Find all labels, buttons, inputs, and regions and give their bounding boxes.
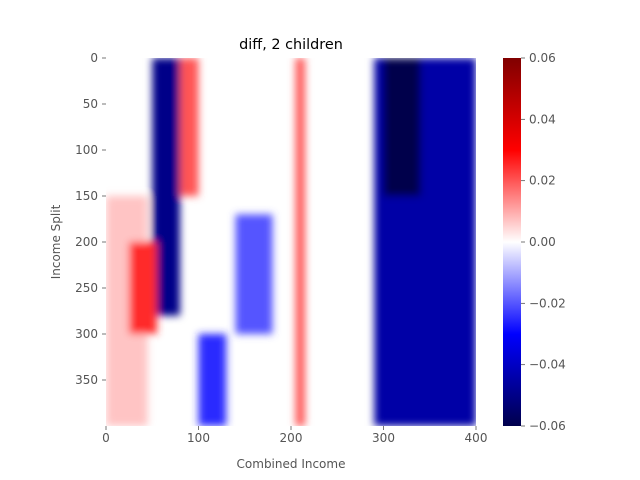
- heatmap: [106, 58, 476, 426]
- colorbar-tick-label: 0.00: [529, 235, 556, 249]
- colorbar-tick-label: 0.06: [529, 51, 556, 65]
- x-axis-label: Combined Income: [237, 457, 346, 471]
- y-tick-label: 250: [75, 281, 98, 295]
- y-tick-label: 300: [75, 327, 98, 341]
- colorbar-ticks: −0.06 −0.04 −0.02 0.00 0.02 0.04 0.06: [521, 51, 566, 433]
- heatmap-cell-6: [295, 58, 305, 426]
- colorbar-tick-label: −0.06: [529, 419, 566, 433]
- colorbar-tick-label: −0.04: [529, 358, 566, 372]
- y-tick-label: 350: [75, 373, 98, 387]
- x-tick-label: 200: [280, 431, 303, 445]
- heatmap-cell-4: [129, 242, 157, 334]
- x-tick-label: 400: [465, 431, 488, 445]
- chart-title: diff, 2 children: [239, 37, 343, 53]
- y-axis: 0 50 100 150 200 250 300 350: [75, 51, 106, 387]
- heatmap-cell-5: [180, 58, 199, 196]
- y-tick-label: 50: [83, 97, 98, 111]
- colorbar-tick-label: 0.02: [529, 174, 556, 188]
- colorbar-tick-label: −0.02: [529, 296, 566, 310]
- x-axis: 0 100 200 300 400: [102, 426, 487, 445]
- y-tick-label: 0: [90, 51, 98, 65]
- heatmap-cell-7: [235, 214, 273, 334]
- colorbar-gradient: [503, 58, 521, 426]
- heatmap-cell-8: [198, 334, 227, 426]
- y-tick-label: 200: [75, 235, 98, 249]
- plot-area: [106, 58, 476, 426]
- x-tick-label: 100: [187, 431, 210, 445]
- y-tick-label: 100: [75, 143, 98, 157]
- x-tick-label: 300: [372, 431, 395, 445]
- y-axis-label: Income Split: [49, 204, 63, 279]
- colorbar-tick-label: 0.04: [529, 112, 556, 126]
- y-tick-label: 150: [75, 189, 98, 203]
- x-tick-label: 0: [102, 431, 110, 445]
- colorbar: −0.06 −0.04 −0.02 0.00 0.02 0.04 0.06: [503, 51, 566, 433]
- heatmap-cell-1: [383, 58, 421, 196]
